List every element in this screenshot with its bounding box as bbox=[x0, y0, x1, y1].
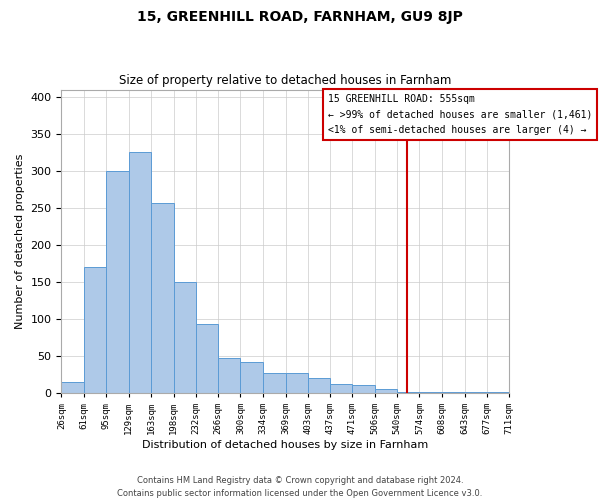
Bar bbox=[352, 385, 375, 393]
Bar bbox=[241, 362, 263, 393]
Bar bbox=[308, 378, 330, 393]
Bar bbox=[397, 392, 419, 393]
Bar bbox=[84, 268, 106, 393]
Y-axis label: Number of detached properties: Number of detached properties bbox=[15, 154, 25, 329]
Bar bbox=[174, 282, 196, 393]
Bar bbox=[196, 324, 218, 393]
X-axis label: Distribution of detached houses by size in Farnham: Distribution of detached houses by size … bbox=[142, 440, 428, 450]
Bar bbox=[263, 373, 286, 393]
Bar bbox=[330, 384, 352, 393]
Text: 15, GREENHILL ROAD, FARNHAM, GU9 8JP: 15, GREENHILL ROAD, FARNHAM, GU9 8JP bbox=[137, 10, 463, 24]
Bar bbox=[286, 373, 308, 393]
Title: Size of property relative to detached houses in Farnham: Size of property relative to detached ho… bbox=[119, 74, 451, 87]
Bar bbox=[128, 152, 151, 393]
Bar bbox=[464, 392, 487, 393]
Text: 15 GREENHILL ROAD: 555sqm
← >99% of detached houses are smaller (1,461)
<1% of s: 15 GREENHILL ROAD: 555sqm ← >99% of deta… bbox=[328, 94, 592, 136]
Bar bbox=[375, 390, 397, 393]
Bar bbox=[218, 358, 241, 393]
Bar bbox=[442, 392, 464, 393]
Bar bbox=[419, 392, 442, 393]
Bar bbox=[151, 203, 174, 393]
Bar bbox=[61, 382, 84, 393]
Bar bbox=[487, 392, 509, 393]
Text: Contains HM Land Registry data © Crown copyright and database right 2024.
Contai: Contains HM Land Registry data © Crown c… bbox=[118, 476, 482, 498]
Bar bbox=[106, 171, 128, 393]
